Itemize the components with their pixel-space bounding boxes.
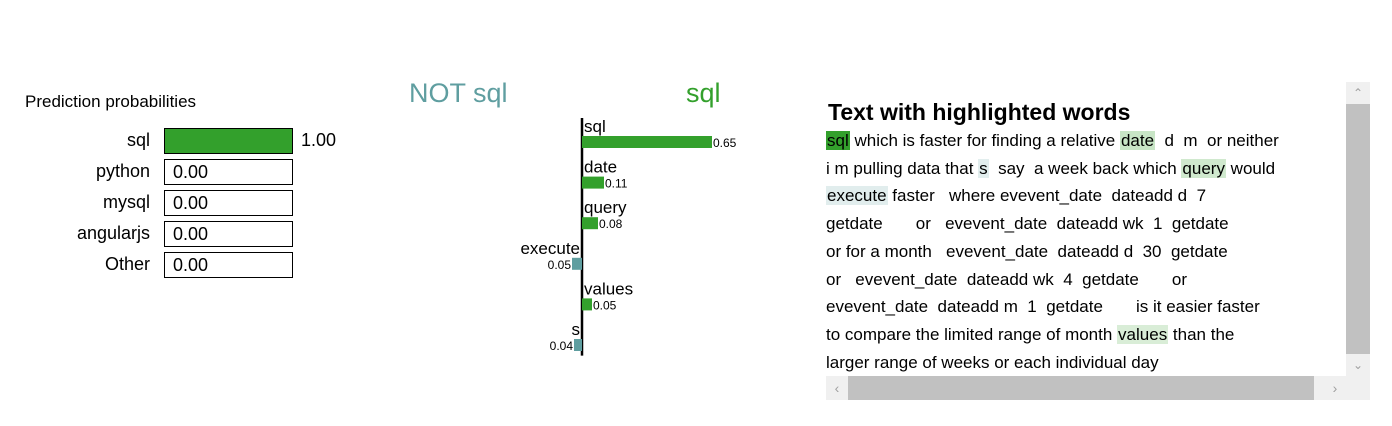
- positive-class-title: sql: [686, 78, 721, 108]
- feature-bar: [582, 298, 592, 311]
- feature-name: execute: [520, 239, 580, 258]
- feature-weight-label: 0.05: [548, 258, 572, 272]
- probability-value: 0.00: [173, 255, 209, 275]
- probability-bar: 0.00: [164, 159, 293, 185]
- highlighted-text-panel: Text with highlighted words sql which is…: [826, 82, 1370, 400]
- probability-value: 1.00: [301, 130, 337, 150]
- feature-bar: [582, 217, 598, 230]
- probability-value: 0.00: [173, 224, 209, 244]
- probability-bar: 0.00: [164, 221, 293, 247]
- text-line: i m pulling data that s say a week back …: [826, 155, 1346, 183]
- probability-row: Other 0.00: [0, 252, 360, 278]
- text-line: getdate or evevent_date dateadd wk 1 get…: [826, 210, 1346, 238]
- feature-bar: [572, 257, 582, 270]
- feature-weight-label: 0.11: [605, 177, 628, 191]
- text-segment: or evevent_date dateadd wk 4 getdate or: [826, 269, 1188, 289]
- text-segment: faster where evevent_date dateadd d 7: [887, 186, 1207, 206]
- vertical-scroll-thumb[interactable]: [1346, 104, 1370, 354]
- highlighted-text: sql which is faster for finding a relati…: [826, 127, 1346, 376]
- feature-bar: [582, 136, 712, 148]
- probability-label: sql: [126, 130, 150, 150]
- highlighted-word: date: [1119, 131, 1156, 150]
- feature-name: values: [584, 279, 633, 298]
- text-line: or for a month evevent_date dateadd d 30…: [826, 238, 1346, 266]
- text-segment: d m or neither: [1155, 131, 1279, 150]
- chevron-right-icon[interactable]: ›: [1332, 380, 1338, 396]
- text-segment: or for a month evevent_date dateadd d 30…: [826, 241, 1228, 261]
- negative-class-title: NOT sql: [409, 78, 508, 108]
- text-segment: would: [1225, 158, 1276, 178]
- feature-name: date: [584, 158, 617, 177]
- highlighted-word: sql: [826, 131, 850, 150]
- feature-name: sql: [584, 117, 606, 136]
- chevron-left-icon[interactable]: ‹: [834, 380, 840, 396]
- horizontal-scrollbar[interactable]: ‹ ›: [826, 376, 1346, 400]
- probability-row: sql 1.00: [0, 128, 360, 154]
- probabilities-title: Prediction probabilities: [25, 92, 197, 111]
- probability-bar: 0.00: [164, 252, 293, 278]
- probability-bar-fill: [165, 129, 292, 153]
- scrollbar-corner: [1346, 376, 1370, 400]
- text-line: larger range of weeks or each individual…: [826, 349, 1346, 377]
- text-line: to compare the limited range of month va…: [826, 321, 1346, 349]
- text-segment: larger range of weeks or each individual…: [826, 352, 1159, 372]
- probability-row: python 0.00: [0, 159, 360, 185]
- highlighted-word: query: [1181, 158, 1226, 178]
- text-segment: i m pulling data that: [826, 158, 979, 178]
- text-line: or evevent_date dateadd wk 4 getdate or: [826, 266, 1346, 294]
- text-line: sql which is faster for finding a relati…: [826, 127, 1346, 155]
- probability-row: mysql 0.00: [0, 190, 360, 216]
- chevron-up-icon[interactable]: ⌃: [1352, 86, 1364, 100]
- text-panel-title: Text with highlighted words: [828, 99, 1131, 125]
- text-line: execute faster where evevent_date datead…: [826, 182, 1346, 210]
- feature-weight-label: 0.05: [593, 298, 617, 312]
- feature-weight-label: 0.04: [550, 339, 574, 353]
- vertical-scrollbar[interactable]: ⌃ ⌄: [1346, 82, 1370, 376]
- text-segment: evevent_date dateadd m 1 getdate is it e…: [826, 297, 1260, 317]
- highlighted-word: values: [1117, 324, 1169, 344]
- feature-name: s: [572, 320, 581, 339]
- feature-weight-label: 0.65: [713, 136, 737, 150]
- probability-label: python: [95, 161, 150, 181]
- probability-row: angularjs 0.00: [0, 221, 360, 247]
- highlighted-word: execute: [826, 186, 888, 206]
- horizontal-scroll-thumb[interactable]: [848, 376, 1314, 400]
- probability-label: angularjs: [76, 223, 150, 243]
- text-line: evevent_date dateadd m 1 getdate is it e…: [826, 293, 1346, 321]
- feature-weight-label: 0.08: [599, 217, 623, 231]
- probability-bar: 0.00: [164, 190, 293, 216]
- feature-bar: [582, 176, 604, 189]
- probability-label: Other: [104, 254, 150, 274]
- text-segment: getdate or evevent_date dateadd wk 1 get…: [826, 214, 1229, 234]
- chevron-down-icon[interactable]: ⌄: [1352, 358, 1364, 372]
- highlighted-word: s: [978, 158, 989, 178]
- probability-value: 0.00: [173, 193, 209, 213]
- feature-name: query: [584, 198, 627, 217]
- probability-value: 0.00: [173, 162, 209, 182]
- text-segment: than the: [1168, 324, 1235, 344]
- probability-label: mysql: [102, 192, 150, 212]
- probability-bar: [164, 128, 293, 154]
- feature-bar: [574, 339, 582, 351]
- text-segment: which is faster for finding a relative: [849, 131, 1120, 150]
- text-segment: to compare the limited range of month: [826, 324, 1118, 344]
- text-segment: say a week back which: [988, 158, 1182, 178]
- feature-weights-chart: sql0.65date0.11query0.08execute0.05value…: [520, 117, 737, 356]
